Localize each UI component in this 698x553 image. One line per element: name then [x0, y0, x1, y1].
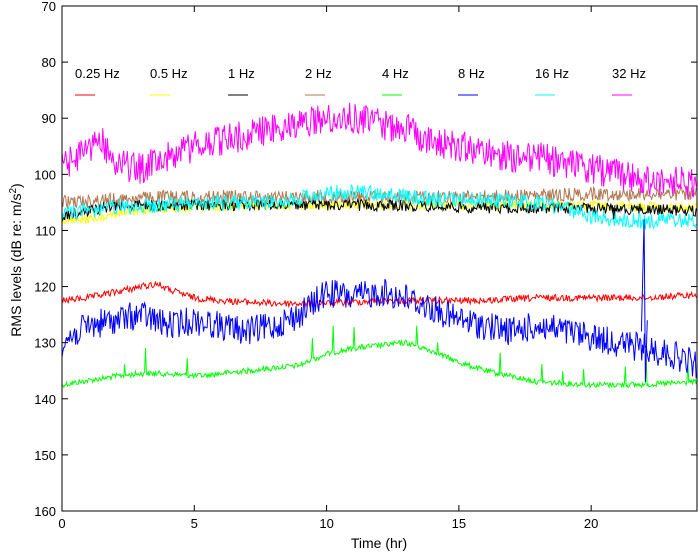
y-tick-label: 70: [42, 0, 56, 14]
y-tick-label: 110: [35, 223, 56, 238]
x-tick-label: 5: [191, 516, 198, 531]
x-tick-label: 15: [452, 516, 466, 531]
series-line-32-hz: [62, 102, 697, 200]
legend-label-0-5-hz: 0.5 Hz: [150, 66, 188, 81]
series-line-4-hz: [62, 325, 697, 389]
y-tick-label: 130: [34, 336, 56, 351]
x-tick-label: 10: [319, 516, 333, 531]
legend-label-0-25-hz: 0.25 Hz: [75, 66, 120, 81]
series-1hz-spike: [611, 205, 616, 220]
legend-label-1-hz: 1 Hz: [228, 66, 255, 81]
series-8hz-spike: [640, 219, 648, 382]
series-line-16-hz: [62, 184, 697, 230]
series-line-0-25-hz: [62, 280, 697, 309]
y-tick-label: 160: [34, 504, 56, 519]
x-tick-label: 0: [58, 516, 65, 531]
plot-frame: [61, 5, 698, 512]
y-tick-label: 100: [34, 167, 56, 182]
x-tick-label: 20: [584, 516, 598, 531]
legend: 0.25 Hz 0.5 Hz 1 Hz 2 Hz 4 Hz 8 Hz 16 Hz 32 Hz: [75, 66, 646, 96]
legend-label-8-hz: 8 Hz: [458, 66, 485, 81]
y-axis-label: RMS levels (dB re: m/s2): [8, 183, 24, 336]
y-axis-label-close: ): [8, 183, 24, 188]
x-axis-label: Time (hr): [351, 535, 407, 551]
y-tick-label: 150: [34, 448, 56, 463]
y-tick-label: 120: [34, 280, 56, 295]
y-tick-label: 90: [42, 111, 56, 126]
legend-label-16-hz: 16 Hz: [535, 66, 569, 81]
legend-label-4-hz: 4 Hz: [382, 66, 409, 81]
legend-label-2-hz: 2 Hz: [305, 66, 332, 81]
y-axis-label-sup: 2: [8, 188, 19, 194]
series-line-1-hz: [62, 197, 697, 222]
y-tick-label: 140: [34, 392, 56, 407]
y-axis-label-main: RMS levels (dB re: m/s: [8, 194, 24, 337]
legend-label-32-hz: 32 Hz: [612, 66, 646, 81]
y-tick-label: 80: [42, 55, 56, 70]
special-layer: [611, 205, 648, 382]
series-line-8-hz: [62, 279, 697, 379]
axis-layer: 0 5 10 15 20 70 80 90 100 110 120 130 140 150 160: [34, 0, 697, 531]
series-layer: [62, 102, 697, 389]
